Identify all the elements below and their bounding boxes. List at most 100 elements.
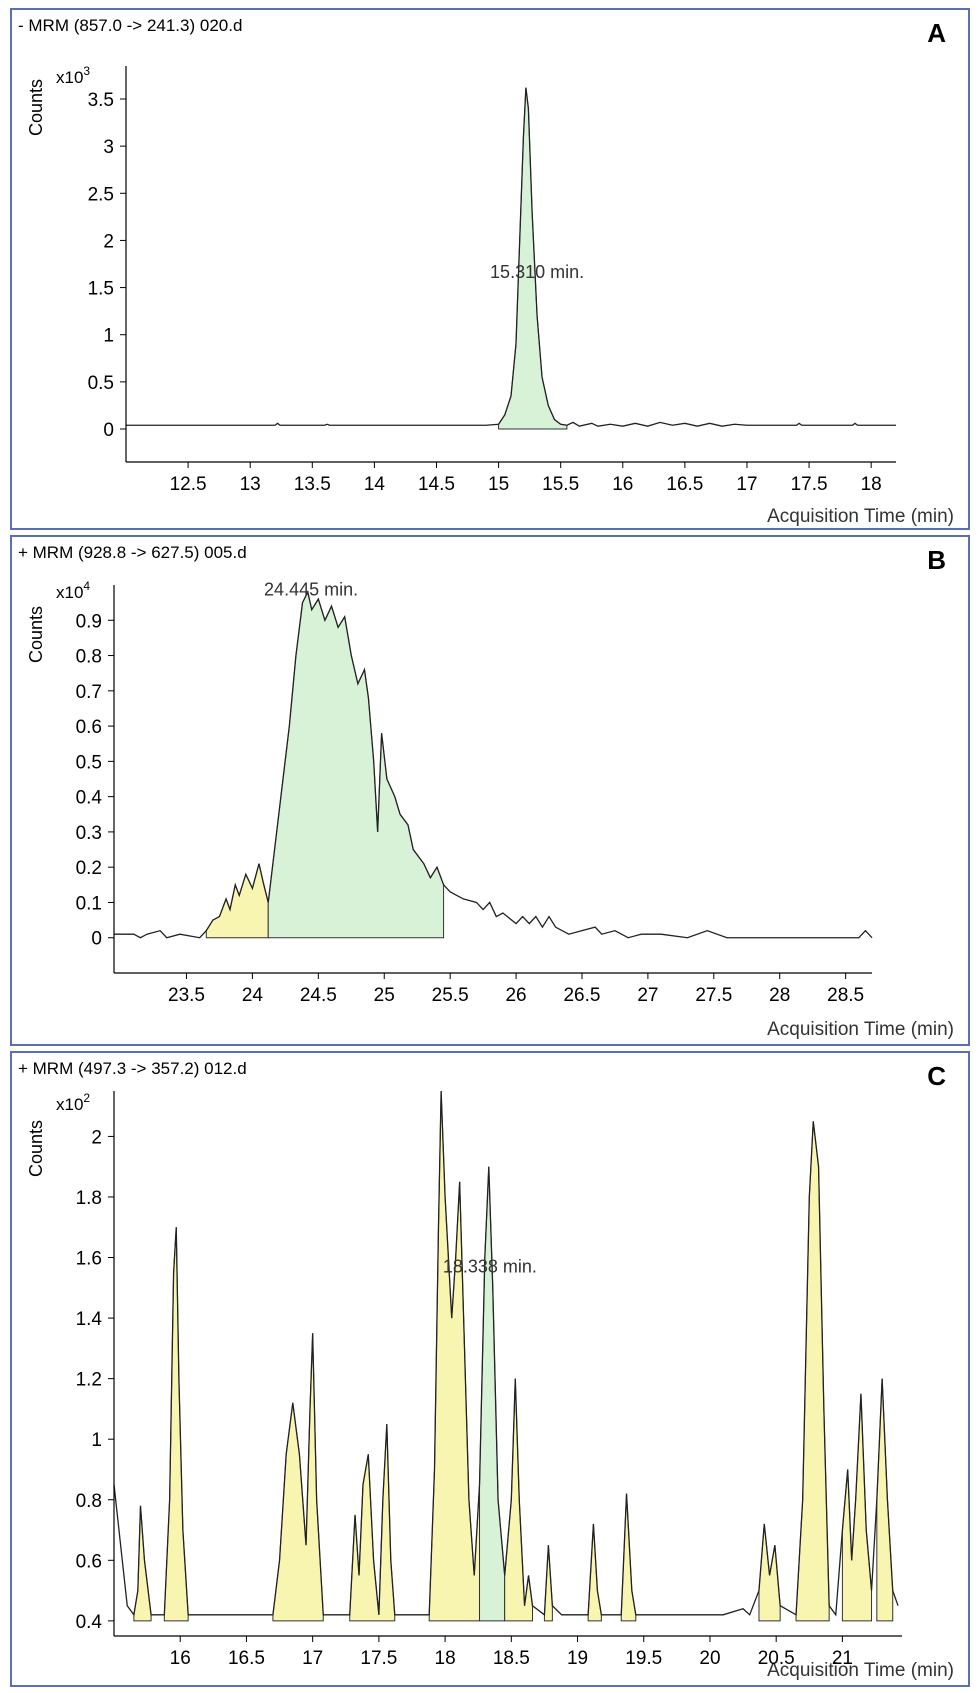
x-tick-label: 17.5 [360,1648,397,1669]
x-tick-label: 27.5 [695,985,732,1006]
y-tick-label: 0.4 [76,788,103,809]
x-tick-label: 17 [736,474,757,495]
x-tick-label: 16.5 [228,1648,265,1669]
y-tick-label: 0.2 [76,858,102,879]
x-tick-label: 26 [505,985,526,1006]
chart-title: - MRM (857.0 -> 241.3) 020.d [18,16,243,35]
x-axis-label: Acquisition Time (min) [767,506,954,527]
x-tick-label: 26.5 [563,985,600,1006]
panel-letter: C [927,1061,946,1091]
x-tick-label: 21 [832,1648,853,1669]
x-tick-label: 14.5 [418,474,455,495]
x-tick-label: 19.5 [625,1648,662,1669]
peak-area [479,1166,506,1622]
y-tick-label: 1 [91,1430,102,1451]
x-tick-label: 15.5 [542,474,579,495]
panel-letter: A [927,18,946,48]
y-tick-label: 0.4 [76,1612,103,1633]
y-exponent-base: x10 [56,583,84,602]
x-tick-label: 19 [567,1648,588,1669]
y-exponent-power: 4 [83,579,91,593]
x-tick-label: 13.5 [294,474,331,495]
chart-panel-b: + MRM (928.8 -> 627.5) 005.d B Counts x1… [10,535,970,1046]
peak-area [795,1121,830,1622]
y-tick-label: 0.8 [76,647,102,668]
series-line [126,87,896,427]
x-tick-label: 17 [302,1648,323,1669]
y-tick-label: 3.5 [88,90,114,111]
y-tick-label: 0.5 [76,752,102,773]
peak-area [841,1393,873,1622]
x-tick-label: 25 [374,985,395,1006]
series-line [113,1090,899,1617]
peak-area [205,863,269,939]
x-axis-label: Acquisition Time (min) [767,1660,954,1681]
x-tick-label: 15 [488,474,509,495]
x-tick-label: 24.5 [300,985,337,1006]
chart-plot: 0 0.1 0.2 0.3 0.4 0.5 0.6 0.7 0.8 0.9 23.5 24 24.5 25… [76,580,873,1006]
y-tick-label: 3 [103,137,114,158]
y-tick-label: 0.9 [76,611,102,632]
y-exponent-power: 3 [83,64,91,78]
y-tick-label: 2.5 [88,184,114,205]
x-tick-label: 13 [240,474,261,495]
x-tick-label: 16.5 [666,474,703,495]
y-tick-label: 1 [103,326,114,347]
y-tick-label: 2 [103,231,114,252]
y-exponent-power: 2 [83,1091,91,1105]
y-exponent: x104 [56,579,90,603]
chart-panel-a: - MRM (857.0 -> 241.3) 020.d A Counts x1… [10,8,970,530]
peak-area [133,1505,152,1622]
y-tick-label: 1.4 [76,1309,103,1330]
peak-annotation: 18.338 min. [443,1257,537,1277]
y-tick-label: 0.1 [76,893,102,914]
peak-area [504,1378,534,1622]
y-tick-label: 1.5 [88,279,114,300]
x-tick-label: 20 [699,1648,720,1669]
x-tick-label: 23.5 [168,985,205,1006]
y-tick-label: 1.8 [76,1188,102,1209]
y-tick-label: 1.6 [76,1249,102,1270]
peak-area [267,590,445,939]
y-exponent-base: x10 [56,68,84,87]
x-tick-label: 28 [769,985,790,1006]
x-tick-label: 27 [637,985,658,1006]
x-tick-label: 18.5 [493,1648,530,1669]
y-tick-label: 0.6 [76,717,102,738]
x-tick-label: 17.5 [791,474,828,495]
y-tick-label: 0.3 [76,823,102,844]
chart-title: + MRM (928.8 -> 627.5) 005.d [18,543,247,562]
chart-panel-c: + MRM (497.3 -> 357.2) 012.d C Counts x1… [10,1051,970,1687]
x-tick-label: 20.5 [758,1648,795,1669]
series-line [114,590,873,939]
x-tick-label: 16 [612,474,633,495]
y-tick-label: 1.2 [76,1370,102,1391]
peak-annotation: 24.445 min. [264,580,358,600]
y-exponent-base: x10 [56,1095,84,1114]
y-tick-label: 0.5 [88,373,114,394]
y-tick-label: 0 [91,929,102,950]
x-tick-label: 18 [435,1648,456,1669]
x-tick-label: 24 [242,985,264,1006]
x-tick-label: 16 [170,1648,191,1669]
x-tick-label: 18 [861,474,882,495]
chart-plot: 0.4 0.6 0.8 1 1.2 1.4 1.6 1.8 2 16 16.5 17 17.5 18 18.… [76,1090,902,1669]
chart-plot: 0 0.5 1 1.5 2 2.5 3 3.5 12.5 13 13.5 14 14.5 15 15.5 16… [88,66,896,495]
x-tick-label: 25.5 [432,985,469,1006]
y-tick-label: 0.6 [76,1551,102,1572]
x-tick-label: 12.5 [170,474,207,495]
y-tick-label: 2 [91,1127,102,1148]
y-tick-label: 0.7 [76,682,102,703]
peak-area [876,1378,894,1622]
y-exponent: x102 [56,1091,90,1115]
y-exponent: x103 [56,64,90,88]
x-tick-label: 14 [364,474,386,495]
chart-title: + MRM (497.3 -> 357.2) 012.d [18,1059,247,1078]
panel-letter: B [927,545,946,575]
peak-annotation: 15.310 min. [490,262,584,282]
peak-area [498,87,568,430]
x-tick-label: 28.5 [827,985,864,1006]
y-tick-label: 0 [103,420,114,441]
y-tick-label: 0.8 [76,1491,102,1512]
x-axis-label: Acquisition Time (min) [767,1019,954,1040]
